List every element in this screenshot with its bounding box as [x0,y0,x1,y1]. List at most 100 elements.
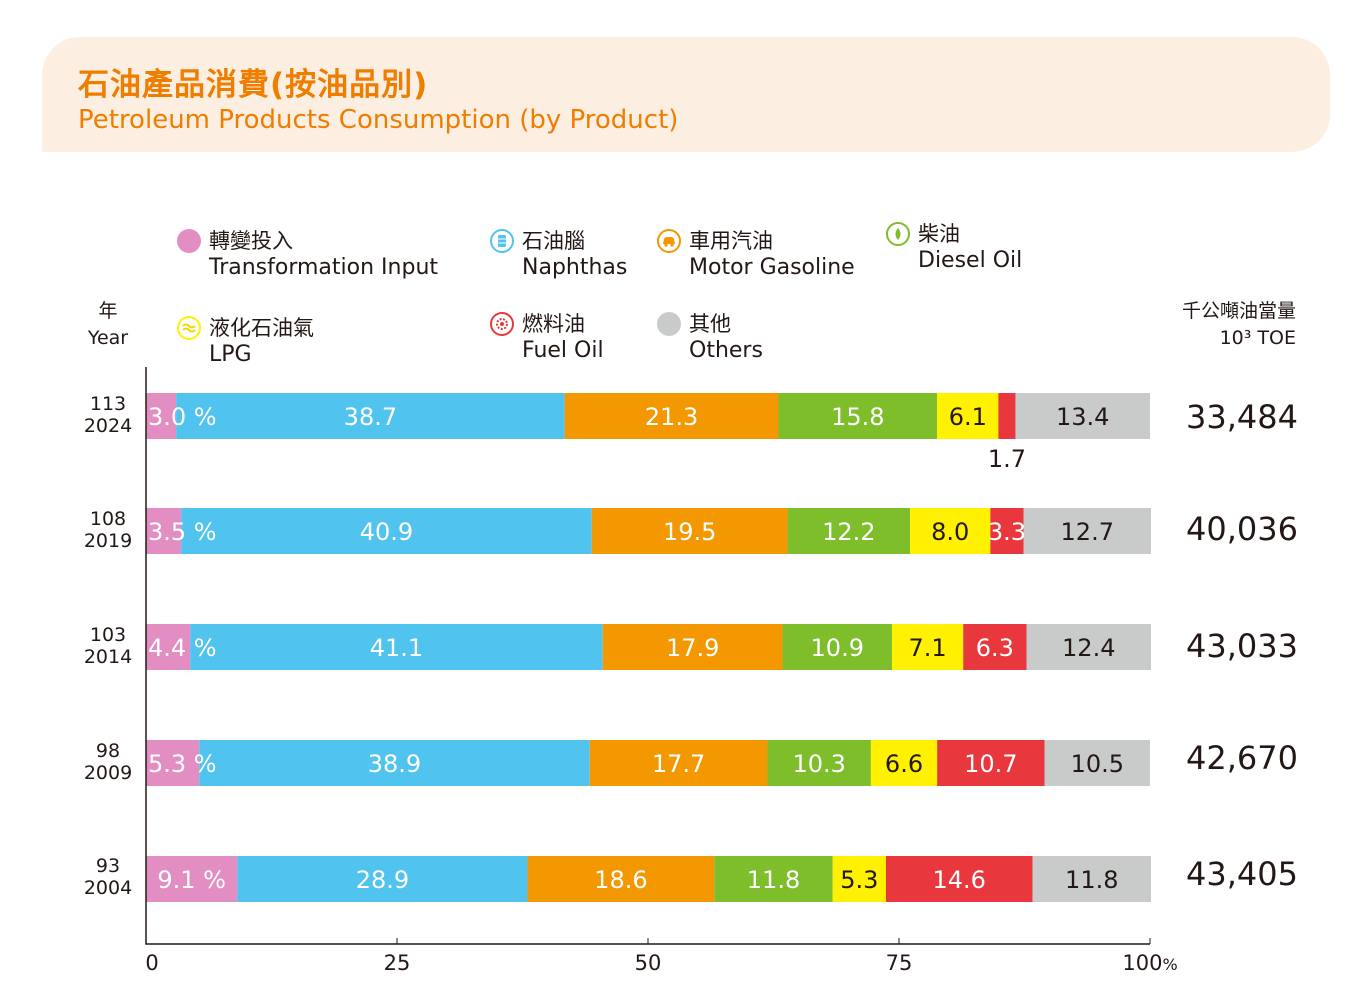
bar-value-label: 18.6 [594,866,647,894]
bar-segment [910,508,991,554]
legend-label-zh: 車用汽油 [689,229,773,253]
year-header-en: Year [87,327,129,349]
bar-segment [199,740,590,786]
bar-segment [602,624,783,670]
bar-value-label: 17.9 [666,634,719,662]
bar-segment [146,624,191,670]
bar-value-label: 19.5 [663,518,716,546]
bar-value-label: 6.3 [976,634,1014,662]
bar-value-label: 3.0 % [148,403,217,431]
year-roc: 93 [95,855,121,877]
bar-value-label: 17.7 [652,750,705,778]
bar-value-label: 10.7 [964,750,1017,778]
bar-segment [527,856,715,902]
bar-segment [146,740,200,786]
bar-segment [146,856,238,902]
bar-segment [870,740,938,786]
bar-segment [937,740,1045,786]
legend-label-zh: 燃料油 [522,312,585,336]
bar-value-label: 1.7 [988,445,1026,473]
bar-segment [891,624,964,670]
bar-value-label: 12.2 [822,518,875,546]
x-tick-label: 25 [384,951,411,975]
legend-label-zh: 石油腦 [522,229,585,253]
bar-value-label: 10.3 [792,750,845,778]
bar-value-label: 5.3 [840,866,878,894]
legend-label-en: LPG [209,342,252,367]
year-label: 103 2014 [68,624,148,668]
bar-value-label: 21.3 [645,403,698,431]
x-tick-label: 50 [635,951,662,975]
row-total: 42,670 [1186,739,1298,777]
row-total: 43,405 [1186,855,1298,893]
bar-segment [1015,393,1150,439]
bar-value-label: 12.7 [1061,518,1114,546]
bar-segment [1044,740,1150,786]
legend-label-en: Transformation Input [209,255,439,280]
bar-value-label: 8.0 [931,518,969,546]
year-roc: 108 [89,508,127,530]
bar-segment [237,856,528,902]
bar-segment [146,508,182,554]
row-total: 43,033 [1186,627,1298,665]
chart-title-zh: 石油產品消費(按油品別) [78,67,429,103]
bar-segment [176,393,565,439]
year-ad: 2004 [83,877,133,899]
year-ad: 2024 [83,415,133,437]
bar-value-label: 14.6 [933,866,986,894]
gray-dot-icon [657,312,681,336]
year-header-zh: 年 [98,300,118,322]
bar-value-label: 10.9 [811,634,864,662]
bar-value-label: 10.5 [1071,750,1124,778]
bar-segment [767,740,871,786]
x-tick-label: 100% [1122,951,1177,975]
legend-label-zh: 柴油 [918,222,960,246]
bar-segment [885,856,1033,902]
header-banner: 石油產品消費(按油品別) Petroleum Products Consumpt… [42,37,1330,152]
bar-segment [937,393,999,439]
flame-gear-icon [490,312,514,336]
bar-segment [832,856,886,902]
pink-dot-icon [177,229,201,253]
bar-value-label: 7.1 [909,634,947,662]
unit-zh: 千公噸油當量 [1181,300,1296,322]
year-label: 93 2004 [68,855,148,899]
bar-value-label: 5.3 % [148,750,217,778]
legend-label-zh: 轉變投入 [209,229,293,253]
bar-segment [146,393,177,439]
year-roc: 113 [89,393,127,415]
bar-segment [782,624,892,670]
legend-label-en: Naphthas [522,255,628,280]
bar-segment [591,508,788,554]
bar-value-label: 11.8 [1065,866,1118,894]
legend-label-en: Diesel Oil [918,248,1023,273]
bar-value-label: 6.6 [885,750,923,778]
year-label: 108 2019 [68,508,148,552]
bar-segment [714,856,833,902]
year-label: 113 2024 [68,393,148,437]
x-tick-label: 75 [886,951,913,975]
legend-label-zh: 其他 [689,312,731,336]
year-label: 98 2009 [68,740,148,784]
bar-value-label: 3.5 % [148,518,217,546]
year-roc: 103 [89,624,127,646]
bar-value-label: 9.1 % [157,866,226,894]
gas-wave-icon [177,316,201,340]
bar-segment [1026,624,1152,670]
bar-segment [998,393,1016,439]
bar-segment [963,624,1027,670]
year-ad: 2019 [83,530,133,552]
bar-value-label: 28.9 [356,866,409,894]
bar-segment [589,740,768,786]
unit-en: 10³ TOE [1219,327,1296,349]
bar-segment [1032,856,1152,902]
row-total: 33,484 [1186,398,1298,436]
bar-value-label: 6.1 [949,403,987,431]
year-ad: 2014 [83,646,133,668]
bar-segment [990,508,1024,554]
bar-value-label: 11.8 [747,866,800,894]
bar-segment [564,393,779,439]
chart-title-en: Petroleum Products Consumption (by Produ… [78,105,679,135]
bar-segment [787,508,911,554]
